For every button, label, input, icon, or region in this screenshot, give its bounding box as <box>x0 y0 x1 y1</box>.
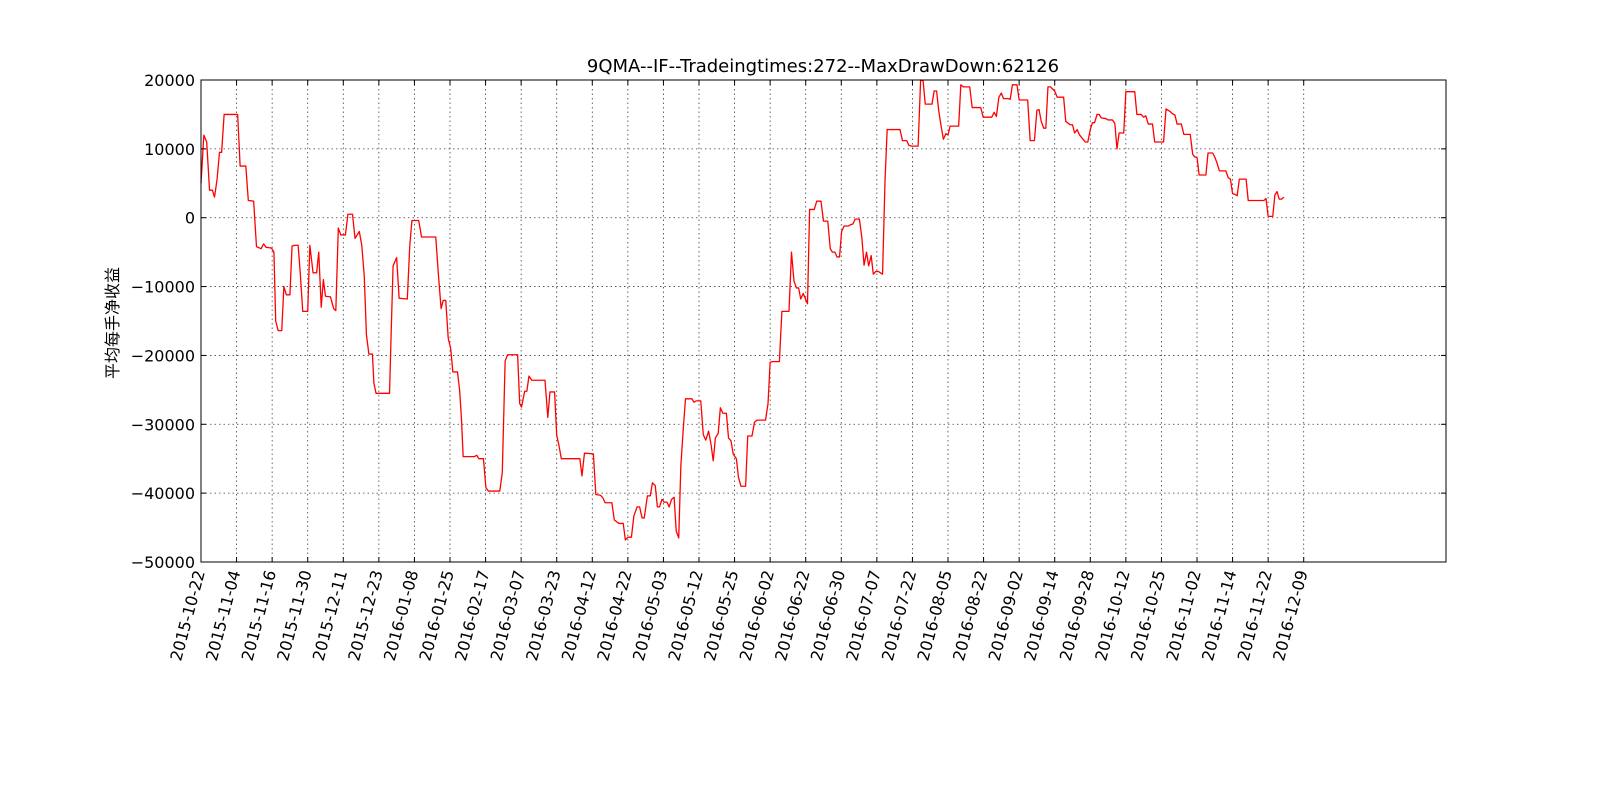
chart-title: 9QMA--IF--Tradeingtimes:272--MaxDrawDown… <box>587 56 1059 77</box>
series-layer <box>200 79 1285 541</box>
y-tick-label: −30000 <box>131 415 195 434</box>
y-tick-label: −10000 <box>131 278 195 297</box>
y-tick-label: 0 <box>185 209 195 228</box>
plot-frame <box>200 79 1447 563</box>
y-axis: 20000 10000 0 −10000 −20000 −30000 −40000 −5000… <box>131 71 1446 572</box>
y-tick-label: 10000 <box>144 140 195 159</box>
y-tick-label: −40000 <box>131 484 195 503</box>
series-line <box>200 79 1285 541</box>
y-axis-label: 平均每手净收益 <box>103 267 122 379</box>
y-tick-label: −20000 <box>131 346 195 365</box>
grid-layer <box>201 80 1446 562</box>
y-tick-label: 20000 <box>144 71 195 90</box>
y-tick-label: −50000 <box>131 553 195 572</box>
